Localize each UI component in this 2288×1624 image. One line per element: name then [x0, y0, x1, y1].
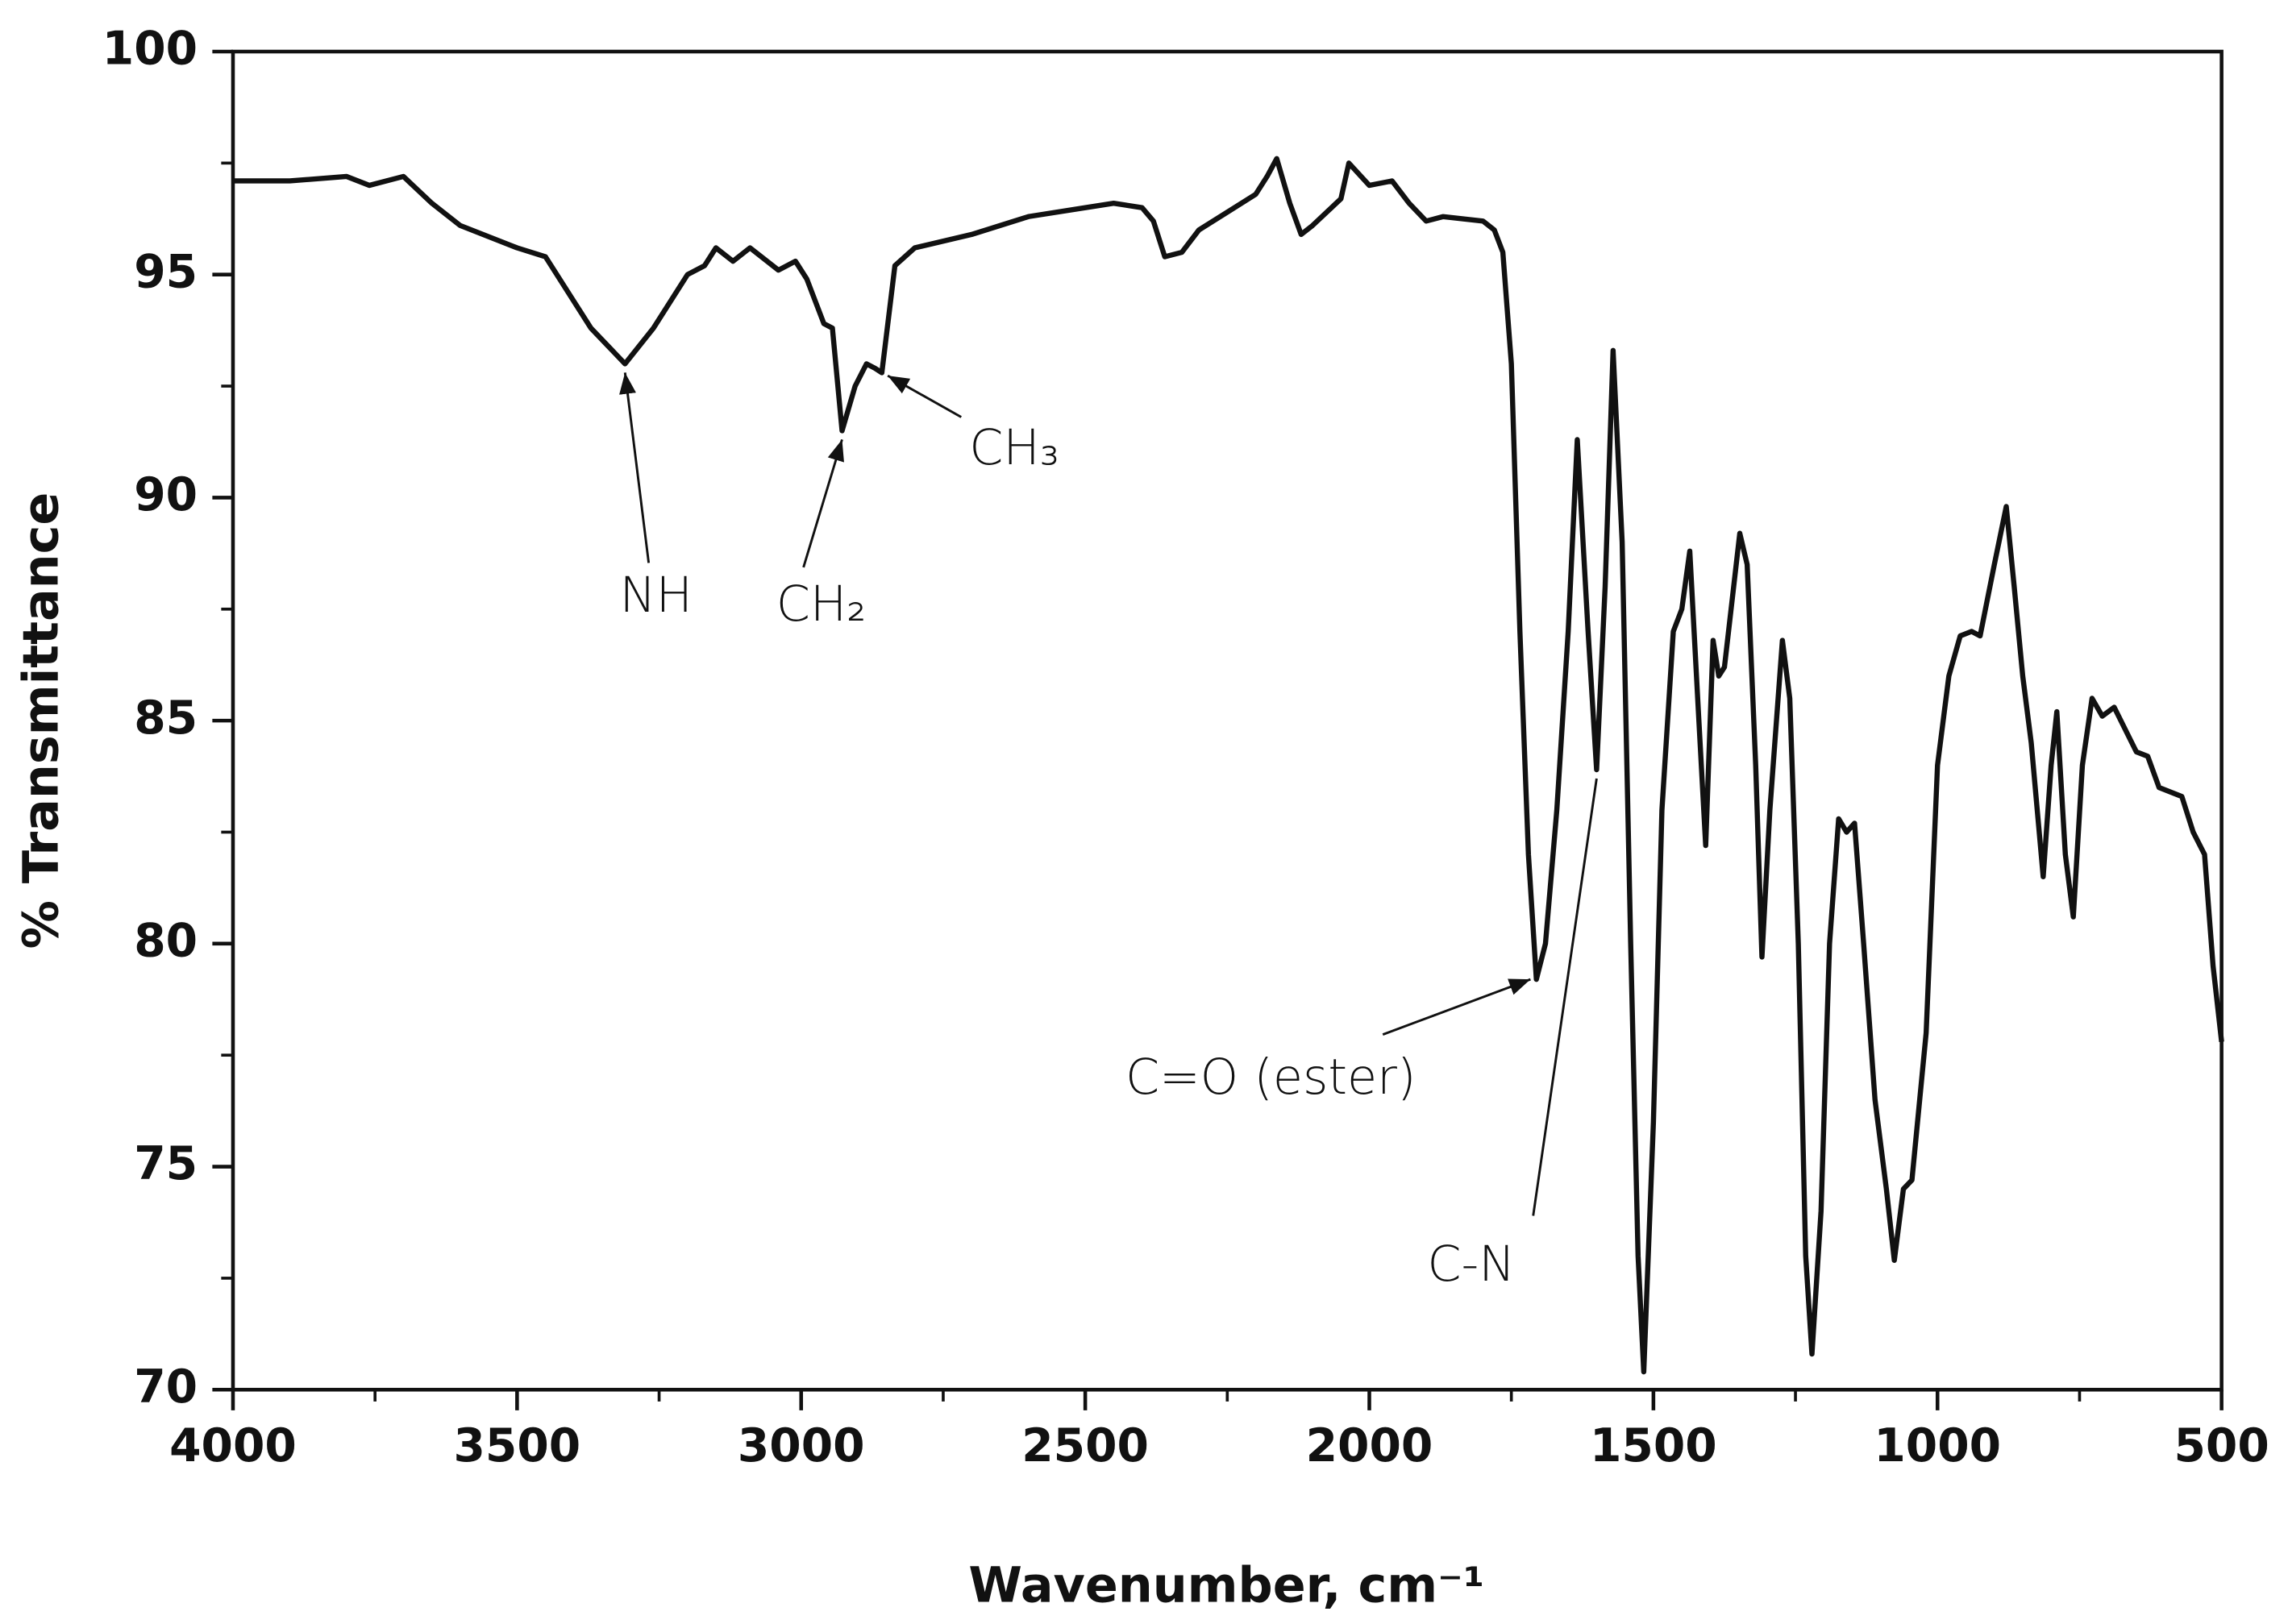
x-tick-label: 1000	[1874, 1419, 2001, 1472]
y-tick-label: 90	[134, 468, 198, 521]
x-tick-label: 500	[2174, 1419, 2269, 1472]
x-tick-label: 2000	[1306, 1419, 1433, 1472]
x-tick-label: 2500	[1021, 1419, 1149, 1472]
annotation-label: NH	[620, 567, 693, 624]
y-tick-label: 95	[134, 245, 198, 298]
x-tick-label: 3500	[454, 1419, 581, 1472]
annotation-arrow	[802, 438, 844, 568]
annotation-arrow	[619, 372, 651, 563]
y-tick-label: 75	[134, 1137, 198, 1190]
y-tick-label: 85	[134, 692, 198, 745]
annotation-arrow	[1382, 978, 1531, 1036]
annotation-arrow	[1532, 778, 1598, 1216]
annotation-label: CH₃	[969, 420, 1059, 476]
annotation-label: C-N	[1427, 1236, 1515, 1293]
y-axis-title: % Transmittance	[14, 492, 70, 949]
annotation-arrow	[887, 374, 962, 418]
y-tick-label: 100	[102, 23, 198, 76]
x-axis-title: Wavenumber, cm⁻¹	[968, 1558, 1484, 1614]
y-tick-label: 70	[134, 1360, 198, 1414]
x-tick-label: 4000	[169, 1419, 297, 1472]
x-tick-label: 3000	[738, 1419, 865, 1472]
y-tick-label: 80	[134, 914, 198, 967]
x-tick-label: 1500	[1590, 1419, 1717, 1472]
annotation-label: C=O (ester)	[1125, 1049, 1416, 1106]
annotation-label: CH₂	[776, 576, 867, 633]
spectrum-line	[232, 156, 2224, 1375]
